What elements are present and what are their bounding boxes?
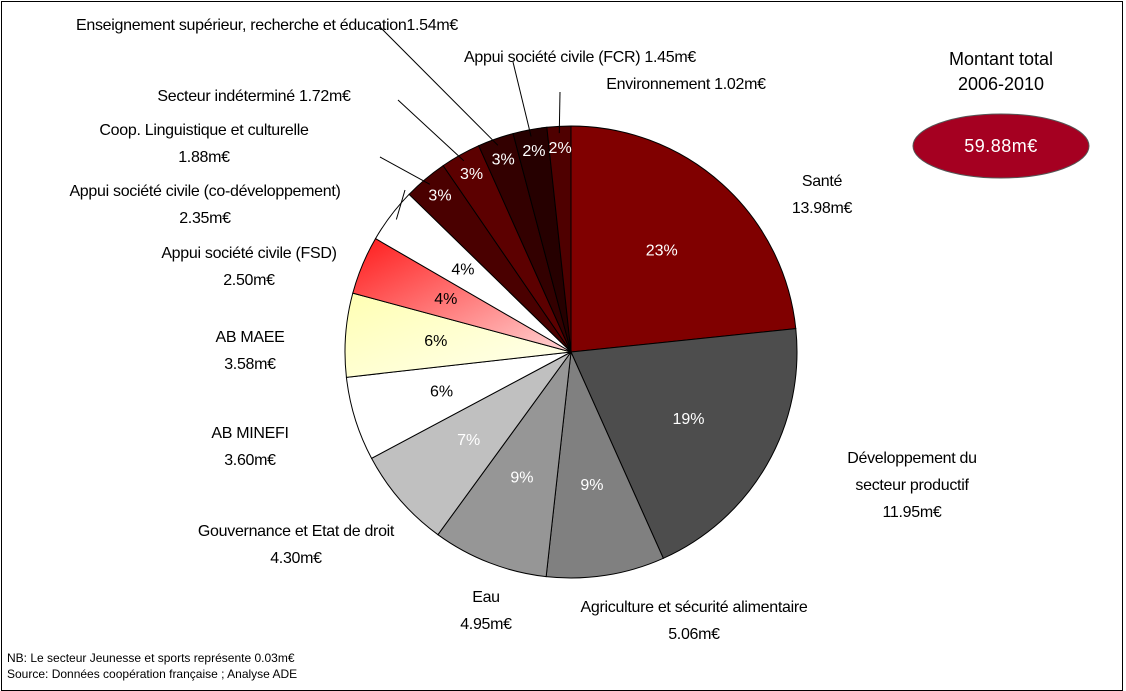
total-badge — [912, 113, 1090, 179]
value-label: 13.98m€ — [791, 200, 853, 217]
category-label: Environnement 1.02m€ — [536, 71, 836, 98]
value-label: 2.50m€ — [223, 272, 275, 289]
category-name: Appui société civile (FSD) — [161, 245, 337, 262]
category-label: AB MAEE 3.58m€ — [175, 324, 325, 378]
leader-line — [395, 189, 406, 220]
total-label: 59.88m€ — [964, 136, 1038, 156]
category-label: AB MINEFI 3.60m€ — [175, 420, 325, 474]
category-name: Environnement — [606, 76, 710, 93]
value-label: 11.95m€ — [882, 504, 942, 521]
value-label: 3.60m€ — [224, 452, 276, 469]
value-label: 4.30m€ — [270, 550, 322, 567]
category-label: Santé 13.98m€ — [722, 168, 922, 222]
category-name: Coop. Linguistique et culturelle — [99, 122, 309, 139]
value-label: 2.35m€ — [179, 210, 231, 227]
category-label: Eau 4.95m€ — [426, 584, 546, 638]
category-name: Agriculture et sécurité alimentaire — [580, 599, 808, 616]
category-name: AB MAEE — [215, 329, 285, 346]
percentage-label: 2% — [522, 143, 545, 160]
category-label: Coop. Linguistique et culturelle 1.88m€ — [4, 117, 404, 171]
percentage-label: 3% — [460, 166, 483, 183]
category-label: Gouvernance et Etat de droit 4.30m€ — [136, 518, 456, 572]
percentage-label: 3% — [428, 188, 451, 205]
category-label: Appui société civile (FSD) 2.50m€ — [99, 240, 399, 294]
category-label: Développement du secteur productif 11.95m… — [822, 445, 1002, 526]
percentage-label: 4% — [451, 261, 474, 278]
category-label: Secteur indéterminé 1.72m€ — [54, 83, 454, 110]
note: Source: Données coopération française ; … — [7, 667, 298, 681]
percentage-label: 2% — [549, 140, 572, 157]
percentage-label: 3% — [492, 151, 515, 168]
category-name: Gouvernance et Etat de droit — [197, 523, 395, 540]
category-label: Appui société civile (FCR) 1.45m€ — [400, 44, 760, 71]
value-label: 5.06m€ — [668, 626, 720, 643]
percentage-label: 6% — [424, 333, 447, 350]
percentage-label: 4% — [434, 291, 457, 308]
pie-slice — [437, 350, 572, 578]
category-name: Développement du secteur productif — [847, 450, 977, 494]
category-name: Appui société civile (FCR) — [464, 49, 641, 66]
value-label: 1.02m€ — [714, 76, 766, 93]
leader-line — [558, 91, 561, 134]
percentage-label: 9% — [580, 477, 603, 494]
leader-line — [379, 26, 499, 146]
category-label: Appui société civile (co-développement) 2… — [5, 178, 405, 232]
category-name: Secteur indéterminé — [157, 88, 295, 105]
pie-slice — [545, 350, 664, 579]
percentage-label: 23% — [646, 242, 678, 259]
percentage-label: 19% — [672, 411, 704, 428]
value-label: 3.58m€ — [224, 356, 276, 373]
category-name: Eau — [472, 589, 500, 606]
category-name: Appui société civile (co-développement) — [69, 183, 341, 200]
value-label: 4.95m€ — [460, 616, 512, 633]
chart-title: Montant total 2006-2010 — [948, 49, 1054, 94]
pie-slice — [570, 328, 798, 559]
value-label: 1.54m€ — [406, 17, 458, 34]
value-label: 1.72m€ — [299, 88, 351, 105]
percentage-label: 9% — [510, 470, 533, 487]
category-label: Agriculture et sécurité alimentaire 5.06m… — [534, 594, 854, 648]
leader-line — [397, 99, 465, 162]
pie-slice — [370, 351, 572, 536]
category-name: AB MINEFI — [211, 425, 289, 442]
value-label: 1.88m€ — [178, 149, 230, 166]
pie-slice — [570, 125, 797, 353]
value-label: 1.45m€ — [644, 49, 696, 66]
category-name: Santé — [801, 173, 843, 190]
category-name: Enseignement supérieur, recherche et édu… — [76, 17, 407, 34]
leader-line — [512, 61, 532, 137]
percentage-label: 7% — [457, 432, 480, 449]
category-label: Enseignement supérieur, recherche et édu… — [0, 12, 547, 39]
note: NB: Le secteur Jeunesse et sports représ… — [7, 651, 295, 665]
percentage-label: 6% — [430, 383, 453, 400]
leader-line — [379, 156, 431, 185]
